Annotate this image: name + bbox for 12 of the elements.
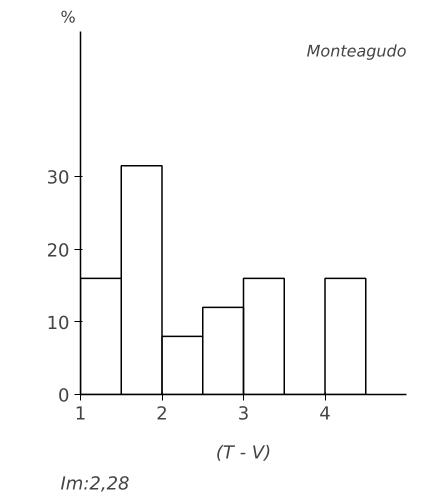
x-tick-label: 3 [238,404,250,424]
y-tick-label: 20 [46,240,70,262]
x-tick-label: 1 [74,404,86,424]
text: Monteagudo [306,42,407,60]
text: Im:2,28 [60,474,130,494]
x-axis-title: (T - V) [216,442,272,464]
x-tick-label: 2 [156,404,168,424]
y-tick-label: 10 [46,312,70,334]
y-tick-label: 30 [46,168,70,189]
y-axis-title: % [60,8,76,26]
y-tick-label: 0 [58,386,70,406]
x-tick-label: 4 [319,404,331,424]
